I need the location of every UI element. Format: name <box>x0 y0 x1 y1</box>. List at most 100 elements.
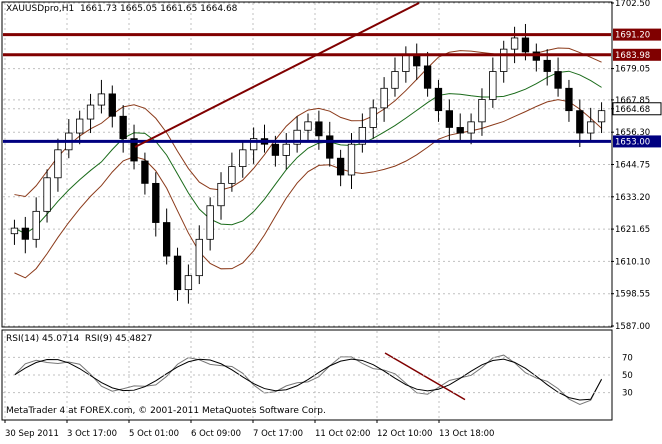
candle-body <box>54 149 62 179</box>
candle-body <box>32 210 40 240</box>
candle-body <box>510 37 519 50</box>
candle-body <box>347 143 356 176</box>
level-label-box <box>613 28 661 41</box>
candle-body <box>195 238 203 277</box>
candle-body <box>315 121 323 137</box>
candle-body <box>184 275 193 291</box>
candle-body <box>326 135 334 159</box>
price-tick-label: 1644.75 <box>615 161 650 171</box>
candle-body <box>554 71 562 89</box>
candle-body <box>587 121 595 134</box>
candle-body <box>152 182 160 223</box>
rsi-tick-label: 50 <box>622 371 633 381</box>
rsi-axis: 70 50 30 <box>3 353 633 399</box>
price-tick-label: 1679.05 <box>615 65 650 75</box>
moving-average-path <box>14 70 602 235</box>
time-tick-label: 6 Oct 09:00 <box>191 429 241 439</box>
candle-body <box>86 104 95 120</box>
candle-body <box>119 115 127 140</box>
candle-body <box>206 205 214 240</box>
candle-body <box>97 93 106 106</box>
candle-body <box>162 222 171 257</box>
rsi-lines <box>14 352 603 405</box>
level-label-text: 1653.00 <box>615 137 650 147</box>
candle-body <box>21 227 29 240</box>
copyright-text: MetaTrader 4 at FOREX.com, © 2001-2011 M… <box>6 406 326 416</box>
candle-body <box>413 54 421 67</box>
trendline[interactable] <box>134 2 420 148</box>
price-tick-label: 1656.30 <box>615 128 650 138</box>
candle-body <box>467 121 475 134</box>
price-tick-label: 1633.20 <box>615 193 650 203</box>
level-label-box <box>613 48 661 61</box>
candle-body <box>489 71 497 100</box>
time-tick-label: 30 Sep 2011 <box>5 429 59 439</box>
rsi-tick-label: 30 <box>622 389 633 399</box>
time-tick-label: 3 Oct 17:00 <box>67 429 117 439</box>
price-tick-label: 1610.10 <box>615 257 650 267</box>
candle-body <box>108 93 116 117</box>
candle-body <box>380 87 388 109</box>
candle-body <box>10 227 19 235</box>
candle-body <box>456 127 464 134</box>
symbol-header: XAUUSDpro,H1 1661.73 1665.05 1661.65 166… <box>6 4 238 14</box>
candle-body <box>43 177 51 212</box>
lower-band-path <box>14 99 602 279</box>
rsi9-line <box>14 354 603 405</box>
price-tick-label: 1702.50 <box>615 0 650 9</box>
price-tick-label: 1587.00 <box>615 322 650 332</box>
candle-body <box>76 118 84 134</box>
candle-body <box>130 138 138 162</box>
trendlines[interactable] <box>134 2 420 148</box>
candle-body <box>423 65 432 89</box>
candle-body <box>434 87 443 112</box>
candle-body <box>445 110 454 128</box>
rsi-trendline <box>384 352 466 401</box>
candle-body <box>597 110 606 123</box>
candle-body <box>543 59 551 72</box>
rsi-tick-label: 70 <box>622 353 633 363</box>
horizontal-levels[interactable]: 1691.20 1683.98 1653.00 <box>3 28 661 148</box>
candle-body <box>228 166 236 184</box>
time-tick-label: 12 Oct 10:00 <box>377 429 432 439</box>
candle-body <box>249 138 258 151</box>
time-axis: 30 Sep 2011 3 Oct 17:00 5 Oct 01:00 6 Oct 0… <box>4 420 494 439</box>
price-tick-label: 1667.85 <box>615 96 650 106</box>
candle-body <box>391 71 399 89</box>
moving-average-line <box>14 70 602 235</box>
candle-body <box>402 54 410 72</box>
price-tick-label: 1664.68 <box>615 105 650 115</box>
candle-body <box>282 143 290 156</box>
rsi-header: RSI(14) 45.0714 RSI(9) 45.4827 <box>6 334 153 344</box>
candle-body <box>358 127 367 145</box>
price-tick-label: 1621.65 <box>615 225 650 235</box>
time-tick-label: 5 Oct 01:00 <box>129 429 179 439</box>
candle-body <box>500 48 508 72</box>
candle-body <box>304 121 312 131</box>
rsi-pane-frame <box>1 329 613 421</box>
candle-body <box>478 99 486 123</box>
candle-body <box>173 255 182 291</box>
candle-body <box>369 107 377 128</box>
candle-body <box>293 129 301 145</box>
candle-body <box>576 110 584 134</box>
candle-body <box>141 160 149 184</box>
candle-body <box>217 182 225 207</box>
candle-body <box>565 87 573 112</box>
time-tick-label: 11 Oct 02:00 <box>315 429 370 439</box>
level-label-text: 1691.20 <box>615 31 650 41</box>
candle-body <box>336 157 345 176</box>
level-label-text: 1683.98 <box>615 51 650 61</box>
time-tick-label: 7 Oct 17:00 <box>253 429 303 439</box>
level-label-box <box>613 135 661 148</box>
time-tick-label: 13 Oct 18:00 <box>439 429 494 439</box>
candle-body <box>271 143 280 156</box>
candle-body <box>521 37 530 53</box>
price-tick-label: 1598.55 <box>615 290 650 300</box>
candle-body <box>239 149 247 167</box>
rsi14-line <box>14 358 603 401</box>
